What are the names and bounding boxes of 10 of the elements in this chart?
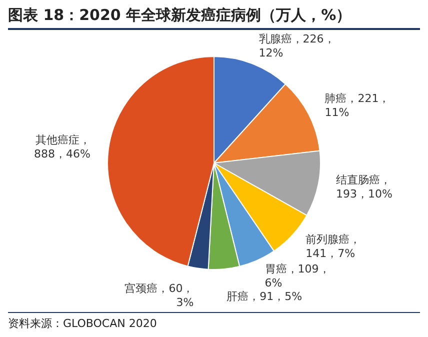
slice-label: 前列腺癌，141，7% — [306, 233, 361, 260]
text: 资料来源：GLOBOCAN 2020 — [8, 312, 420, 331]
slice-label: 乳腺癌，226，12% — [258, 32, 335, 60]
slice-label: 肺癌，221，11% — [324, 92, 390, 119]
slice-label: 结直肠癌，193，10% — [336, 174, 392, 201]
slice-label: 胃癌，109，6% — [264, 262, 330, 290]
slice-label: 其他癌症，888，46% — [34, 133, 90, 160]
slice-label: 宫颈癌，60，3% — [124, 282, 194, 309]
slice-label: 肝癌，91，5% — [226, 290, 302, 303]
chart-title: 图表 18：2020 年全球新发癌症病例（万人，%） — [8, 6, 420, 30]
